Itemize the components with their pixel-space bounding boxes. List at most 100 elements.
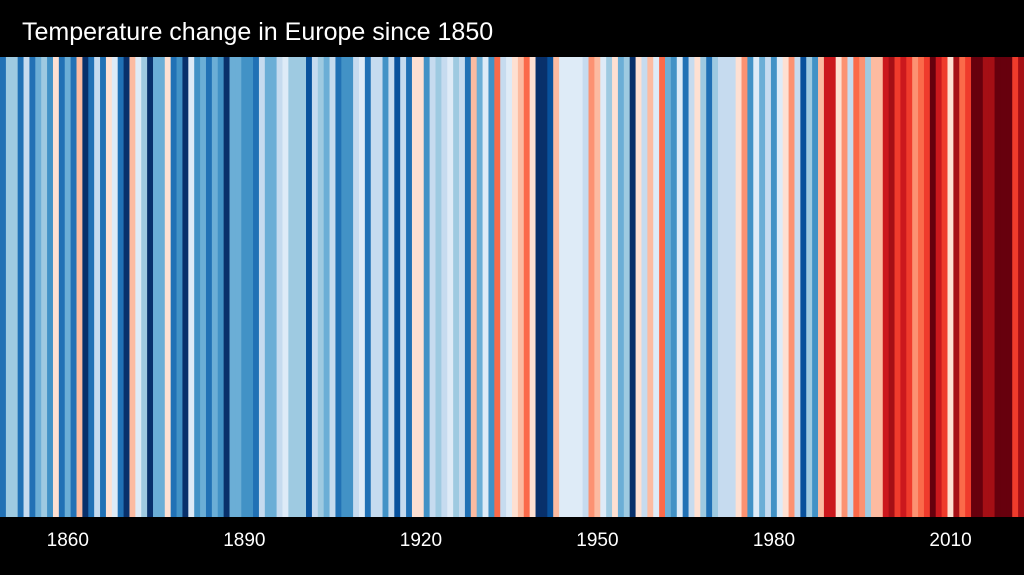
stripe-1987 xyxy=(806,57,813,517)
stripe-2020 xyxy=(1000,57,1007,517)
stripe-1889 xyxy=(229,57,237,517)
stripe-1988 xyxy=(812,57,819,517)
stripe-1910 xyxy=(353,57,360,517)
stripe-1957 xyxy=(629,57,637,517)
stripe-1980 xyxy=(765,57,772,517)
stripe-2011 xyxy=(947,57,954,517)
stripe-1901 xyxy=(300,57,307,517)
stripe-2006 xyxy=(918,57,925,517)
stripe-1906 xyxy=(329,57,337,517)
stripe-1964 xyxy=(670,57,678,517)
stripe-1986 xyxy=(800,57,807,517)
stripe-1886 xyxy=(211,57,219,517)
stripe-1871 xyxy=(123,57,131,517)
stripe-1984 xyxy=(788,57,796,517)
chart-title: Temperature change in Europe since 1850 xyxy=(22,18,494,46)
stripe-1996 xyxy=(859,57,866,517)
stripe-1999 xyxy=(876,57,884,517)
stripe-2017 xyxy=(982,57,990,517)
stripe-1894 xyxy=(258,57,266,517)
stripe-2001 xyxy=(888,57,896,517)
stripe-1963 xyxy=(665,57,672,517)
stripe-1977 xyxy=(747,57,754,517)
stripe-1994 xyxy=(847,57,854,517)
stripe-1921 xyxy=(417,57,425,517)
stripe-1866 xyxy=(94,57,101,517)
stripe-1879 xyxy=(170,57,178,517)
stripe-1914 xyxy=(376,57,384,517)
stripe-1882 xyxy=(188,57,195,517)
stripe-1872 xyxy=(129,57,136,517)
stripe-1949 xyxy=(582,57,590,517)
stripe-1968 xyxy=(694,57,701,517)
stripe-1922 xyxy=(423,57,431,517)
stripe-1930 xyxy=(470,57,478,517)
stripe-1857 xyxy=(41,57,48,517)
stripe-2019 xyxy=(994,57,1002,517)
stripe-1888 xyxy=(223,57,231,517)
stripe-1918 xyxy=(400,57,407,517)
warming-stripes xyxy=(0,57,1024,517)
stripe-1870 xyxy=(117,57,125,517)
stripe-1899 xyxy=(288,57,295,517)
stripe-2013 xyxy=(959,57,966,517)
stripe-1976 xyxy=(741,57,749,517)
stripe-1904 xyxy=(317,57,325,517)
stripe-1903 xyxy=(311,57,319,517)
stripe-1926 xyxy=(447,57,454,517)
stripe-1992 xyxy=(835,57,843,517)
stripe-1983 xyxy=(782,57,790,517)
stripe-1895 xyxy=(264,57,272,517)
stripe-1898 xyxy=(282,57,289,517)
stripe-1917 xyxy=(394,57,401,517)
stripe-1884 xyxy=(200,57,207,517)
stripe-1965 xyxy=(676,57,684,517)
stripe-1973 xyxy=(723,57,731,517)
x-tick-label: 2010 xyxy=(929,530,972,551)
stripe-1932 xyxy=(482,57,490,517)
stripe-1937 xyxy=(512,57,519,517)
stripe-1854 xyxy=(23,57,31,517)
stripe-1927 xyxy=(453,57,460,517)
stripe-1997 xyxy=(865,57,872,517)
stripe-1928 xyxy=(459,57,466,517)
stripe-1948 xyxy=(576,57,584,517)
stripe-1979 xyxy=(759,57,766,517)
stripe-1908 xyxy=(341,57,348,517)
stripe-1981 xyxy=(770,57,778,517)
stripe-1972 xyxy=(717,57,725,517)
stripe-1990 xyxy=(823,57,831,517)
stripe-1887 xyxy=(217,57,225,517)
stripe-1925 xyxy=(441,57,448,517)
stripe-1900 xyxy=(294,57,301,517)
stripe-1883 xyxy=(194,57,201,517)
stripe-1850 xyxy=(0,57,7,517)
stripe-1878 xyxy=(164,57,172,517)
x-axis-ticks: 1860 1890 1920 1950 1980 2010 xyxy=(0,527,1024,557)
stripe-1862 xyxy=(70,57,78,517)
stripe-1960 xyxy=(647,57,654,517)
stripe-1924 xyxy=(435,57,442,517)
stripe-2005 xyxy=(912,57,919,517)
stripe-1939 xyxy=(523,57,531,517)
stripe-1905 xyxy=(323,57,331,517)
stripe-1951 xyxy=(594,57,601,517)
stripe-1909 xyxy=(347,57,354,517)
stripe-1873 xyxy=(135,57,142,517)
stripe-1950 xyxy=(588,57,595,517)
stripe-1863 xyxy=(76,57,83,517)
x-tick-label: 1890 xyxy=(223,530,266,551)
stripe-2012 xyxy=(953,57,960,517)
stripe-1852 xyxy=(11,57,19,517)
stripe-2007 xyxy=(923,57,931,517)
stripe-2000 xyxy=(882,57,890,517)
stripe-1915 xyxy=(382,57,390,517)
stripe-1933 xyxy=(488,57,495,517)
stripe-1876 xyxy=(153,57,160,517)
stripe-1912 xyxy=(364,57,372,517)
stripe-2022 xyxy=(1012,57,1019,517)
stripe-1954 xyxy=(612,57,619,517)
stripe-2004 xyxy=(906,57,913,517)
stripe-1991 xyxy=(829,57,837,517)
stripe-1881 xyxy=(182,57,189,517)
